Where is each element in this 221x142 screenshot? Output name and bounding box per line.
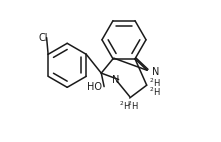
Text: Cl: Cl <box>38 33 48 43</box>
Text: N: N <box>112 75 119 85</box>
Text: $^{2}$H: $^{2}$H <box>128 99 139 112</box>
Text: $^{2}$H: $^{2}$H <box>149 76 160 89</box>
Text: HO: HO <box>87 82 102 92</box>
Text: $^{2}$H: $^{2}$H <box>119 99 130 112</box>
Text: $^{2}$H: $^{2}$H <box>149 85 160 98</box>
Text: N: N <box>152 67 159 77</box>
